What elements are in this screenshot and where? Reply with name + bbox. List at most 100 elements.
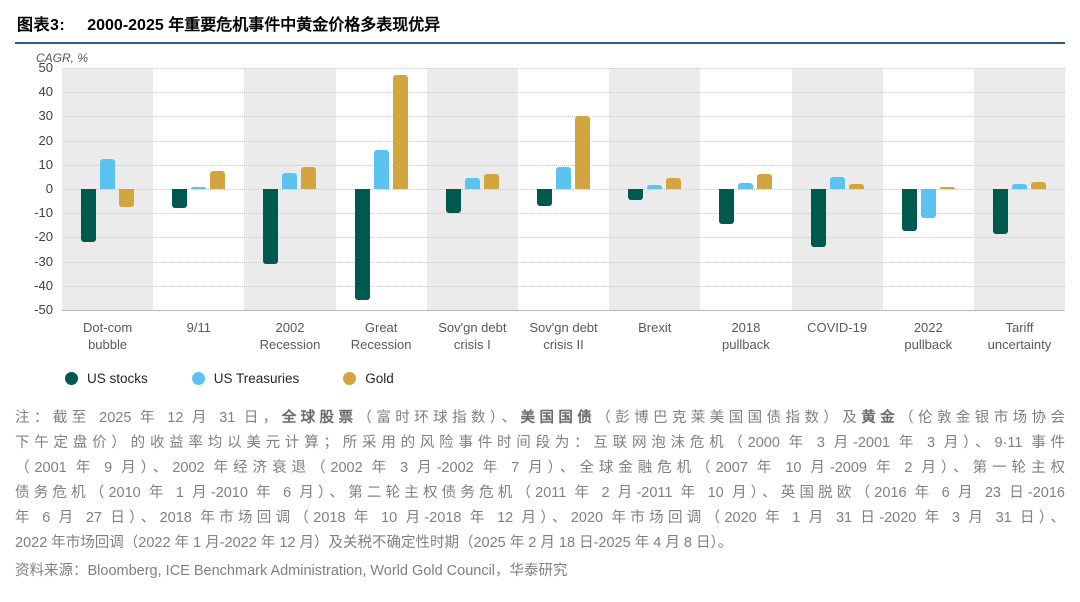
bar-gold bbox=[301, 167, 317, 189]
bar-gold bbox=[1030, 181, 1046, 189]
bar-gold bbox=[575, 116, 591, 189]
y-tick-label: 20 bbox=[38, 132, 53, 148]
y-tick-label: 40 bbox=[38, 84, 53, 100]
bar-us-treasuries bbox=[556, 167, 572, 189]
y-axis: 50 40 30 20 10 0 -10 -20 -30 -40 -50 bbox=[15, 60, 62, 317]
bar-us-stocks bbox=[628, 189, 644, 200]
note-segment: （伦敦金银市场协会 bbox=[899, 410, 1066, 426]
category-group bbox=[62, 68, 153, 310]
bar-gold bbox=[210, 170, 226, 189]
gridline bbox=[62, 310, 1065, 311]
note-segment: 债务危机（2010 年 1 月-2010 年 6 月）、第二轮主权债务危机（20… bbox=[15, 485, 1065, 501]
bar-us-stocks bbox=[537, 189, 553, 206]
gridline bbox=[62, 261, 1065, 263]
legend-item: Gold bbox=[343, 371, 394, 386]
grid-layer bbox=[62, 68, 1065, 311]
y-tick-label: 30 bbox=[38, 108, 53, 124]
bar-gold bbox=[483, 174, 499, 189]
bar-gold bbox=[392, 75, 408, 189]
figure-title-row: 图表3: 2000-2025 年重要危机事件中黄金价格多表现优异 bbox=[15, 8, 1065, 44]
legend-label: Gold bbox=[365, 371, 394, 386]
y-tick-label: -10 bbox=[34, 205, 53, 221]
bar-us-treasuries bbox=[829, 176, 845, 189]
gridline bbox=[62, 92, 1065, 94]
bar-us-treasuries bbox=[282, 173, 298, 189]
y-tick-label: -20 bbox=[34, 229, 53, 245]
bar-gold bbox=[848, 184, 864, 189]
category-group bbox=[883, 68, 974, 310]
x-axis-label: 2002 Recession bbox=[259, 320, 321, 352]
category-group bbox=[792, 68, 883, 310]
note-segment: （彭博巴克莱美国国债指数）及 bbox=[596, 410, 862, 426]
bar-gold bbox=[939, 186, 955, 189]
bar-us-stocks bbox=[810, 189, 826, 248]
category-group bbox=[336, 68, 427, 310]
source-text: Bloomberg, ICE Benchmark Administration,… bbox=[87, 563, 568, 579]
note-segment: 注：截至 2025 年 12 月 31 日， bbox=[15, 410, 282, 426]
bar-gold bbox=[757, 174, 773, 189]
bar-us-stocks bbox=[901, 189, 917, 232]
figure-number: 图表3: bbox=[17, 17, 66, 34]
bars-layer bbox=[62, 68, 1065, 310]
gridline bbox=[62, 237, 1065, 239]
note-line: 年 6 月 27 日）、2018 年市场回调（2018 年 10 月-2018 … bbox=[15, 506, 1065, 531]
bar-us-stocks bbox=[354, 189, 370, 301]
note-segment: （富时环球指数）、 bbox=[357, 410, 521, 426]
gridline bbox=[62, 68, 1065, 69]
x-axis-label: COVID-19 bbox=[807, 320, 868, 335]
category-group bbox=[518, 68, 609, 310]
bar-us-stocks bbox=[992, 189, 1008, 234]
note-line: （2001 年 9 月）、2002 年经济衰退（2002 年 3 月-2002 … bbox=[15, 456, 1065, 481]
source-label: 资料来源： bbox=[15, 563, 88, 579]
category-group bbox=[609, 68, 700, 310]
bar-us-treasuries bbox=[100, 158, 116, 189]
legend: US stocks US Treasuries Gold bbox=[65, 371, 1065, 386]
category-group bbox=[427, 68, 518, 310]
note-segment: 下午定盘价）的收益率均以美元计算；所采用的风险事件时间段为：互联网泡沫危机（20… bbox=[15, 435, 1065, 451]
legend-item: US Treasuries bbox=[191, 371, 299, 386]
bar-us-stocks bbox=[263, 189, 279, 265]
legend-label: US stocks bbox=[87, 371, 148, 386]
x-axis-label: Dot-com bubble bbox=[83, 320, 133, 352]
bar-us-stocks bbox=[172, 189, 188, 209]
x-axis-label: Sov'gn debt crisis II bbox=[529, 320, 598, 352]
footnotes: 注：截至 2025 年 12 月 31 日，全球股票（富时环球指数）、美国国债（… bbox=[15, 406, 1065, 556]
note-line: 注：截至 2025 年 12 月 31 日，全球股票（富时环球指数）、美国国债（… bbox=[15, 406, 1065, 431]
gridline bbox=[62, 116, 1065, 118]
bar-us-stocks bbox=[81, 189, 97, 243]
note-bold-segment: 美国国债 bbox=[520, 410, 597, 426]
bar-us-treasuries bbox=[1011, 184, 1027, 189]
bar-us-treasuries bbox=[647, 185, 663, 189]
x-axis-label: Tariff uncertainty bbox=[987, 320, 1052, 352]
x-axis-label: 2018 pullback bbox=[722, 320, 770, 352]
bar-us-treasuries bbox=[373, 150, 389, 189]
report-figure: 图表3: 2000-2025 年重要危机事件中黄金价格多表现优异 CAGR, %… bbox=[15, 8, 1066, 580]
note-segment: （2001 年 9 月）、2002 年经济衰退（2002 年 3 月-2002 … bbox=[15, 460, 1065, 476]
legend-dot-icon bbox=[343, 372, 357, 385]
x-axis-label: Sov'gn debt crisis I bbox=[438, 320, 507, 352]
gridline bbox=[62, 164, 1065, 166]
gridline bbox=[62, 285, 1065, 287]
gridline bbox=[62, 140, 1065, 142]
y-tick-label: 10 bbox=[38, 156, 53, 172]
chart-area: 50 40 30 20 10 0 -10 -20 -30 -40 -50 bbox=[15, 60, 1066, 317]
note-segment: 2022 年市场回调（2022 年 1 月-2022 年 12 月）及关税不确定… bbox=[15, 535, 733, 551]
bar-us-stocks bbox=[719, 189, 735, 225]
bar-us-treasuries bbox=[464, 178, 480, 189]
gridline bbox=[62, 213, 1065, 215]
source-line: 资料来源：Bloomberg, ICE Benchmark Administra… bbox=[15, 559, 1065, 580]
figure-title: 2000-2025 年重要危机事件中黄金价格多表现优异 bbox=[87, 17, 441, 34]
y-tick-label: -40 bbox=[34, 277, 53, 293]
plot-area bbox=[62, 68, 1066, 311]
legend-item: US stocks bbox=[65, 371, 148, 386]
legend-dot-icon bbox=[65, 372, 78, 385]
bar-gold bbox=[666, 178, 682, 189]
bar-us-treasuries bbox=[191, 186, 207, 189]
bar-us-treasuries bbox=[920, 189, 936, 219]
gridline bbox=[62, 189, 1065, 190]
y-tick-label: 0 bbox=[45, 181, 53, 196]
bar-gold bbox=[119, 189, 135, 208]
x-axis-label: 9/11 bbox=[186, 320, 211, 335]
x-axis-labels: Dot-com bubble 9/11 2002 Recession Great Re… bbox=[62, 319, 1065, 353]
note-segment: 年 6 月 27 日）、2018 年市场回调（2018 年 10 月-2018 … bbox=[15, 510, 1065, 526]
